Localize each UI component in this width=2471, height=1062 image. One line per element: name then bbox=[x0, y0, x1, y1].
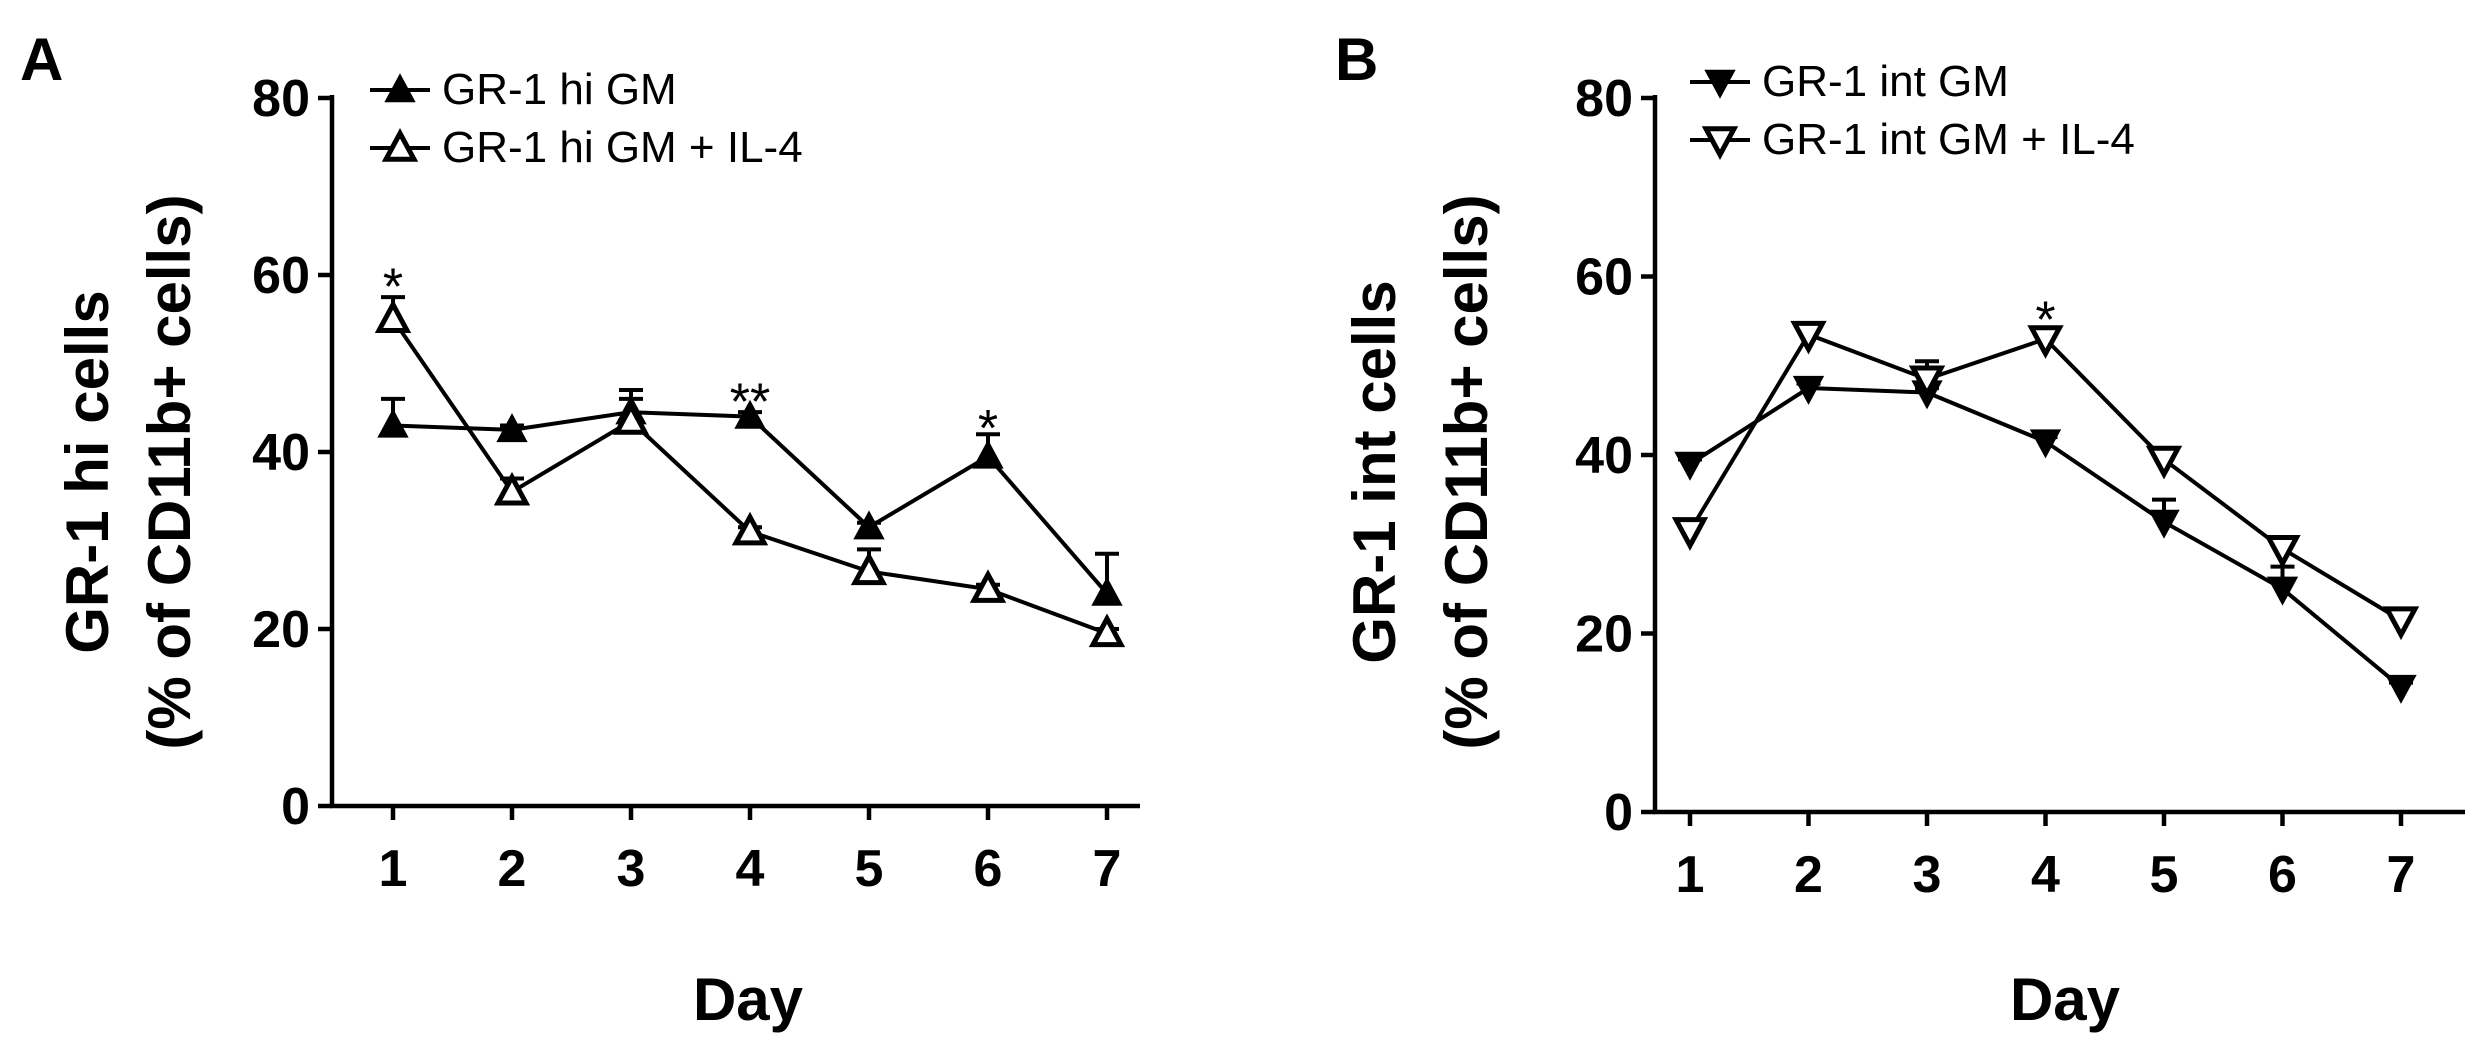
x-tick-label: 5 bbox=[2150, 846, 2179, 904]
significance-mark: ** bbox=[730, 374, 770, 432]
panel-b: B 0 20 40 60 80 1 2 3 4 5 6 7 Day GR-1 int cells (% of … bbox=[1335, 26, 2465, 1033]
data-point bbox=[2029, 429, 2062, 459]
data-point bbox=[374, 299, 412, 333]
legend-marker bbox=[1701, 126, 1739, 160]
y-axis-label-line2: (% of CD11b+ cells) bbox=[136, 194, 203, 749]
series-1 bbox=[1674, 375, 2417, 704]
y-axis-label-line1: GR-1 hi cells bbox=[54, 290, 121, 653]
series-2 bbox=[374, 295, 1126, 648]
data-point bbox=[1088, 613, 1126, 648]
data-point bbox=[612, 401, 650, 435]
data-point bbox=[734, 399, 766, 429]
x-tick-label: 2 bbox=[498, 840, 527, 898]
y-tick-label: 40 bbox=[1575, 427, 1633, 485]
legend-label: GR-1 int GM bbox=[1762, 57, 2009, 106]
data-point bbox=[1671, 517, 1709, 551]
data-point bbox=[1674, 451, 1706, 481]
y-tick-label: 40 bbox=[252, 424, 310, 482]
data-point bbox=[2027, 325, 2064, 359]
y-tick-label: 20 bbox=[252, 601, 310, 659]
data-point bbox=[496, 413, 528, 443]
data-point bbox=[2145, 445, 2183, 480]
legend-marker bbox=[381, 128, 419, 162]
x-tick-label: 3 bbox=[1913, 846, 1942, 904]
legend: GR-1 int GM GR-1 int GM + IL-4 bbox=[1690, 57, 2135, 164]
data-point bbox=[2266, 576, 2299, 606]
y-tick-label: 0 bbox=[281, 778, 310, 836]
panel-label: B bbox=[1335, 26, 1378, 93]
y-axis-label-line1: GR-1 int cells bbox=[1341, 280, 1408, 663]
x-tick-label: 6 bbox=[974, 840, 1003, 898]
legend-label: GR-1 int GM + IL-4 bbox=[1762, 115, 2135, 164]
y-tick-label: 80 bbox=[252, 70, 310, 128]
x-tick-label: 4 bbox=[2031, 846, 2060, 904]
data-point bbox=[1091, 576, 1123, 606]
panel-label: A bbox=[20, 26, 63, 93]
x-tick-label: 6 bbox=[2268, 846, 2297, 904]
y-tick-label: 80 bbox=[1575, 70, 1633, 128]
data-point bbox=[1792, 375, 1825, 405]
significance-mark: * bbox=[978, 400, 998, 458]
data-point bbox=[850, 551, 888, 586]
data-point bbox=[2385, 674, 2417, 704]
y-axis-label-line2: (% of CD11b+ cells) bbox=[1433, 194, 1500, 749]
x-tick-label: 2 bbox=[1794, 846, 1823, 904]
significance-mark: * bbox=[383, 259, 403, 317]
data-point bbox=[2148, 509, 2180, 539]
y-tick-label: 60 bbox=[252, 247, 310, 305]
data-point bbox=[853, 510, 885, 540]
x-tick-label: 7 bbox=[1093, 840, 1122, 898]
data-point bbox=[2264, 535, 2301, 569]
data-point bbox=[731, 511, 769, 546]
y-tick-label: 60 bbox=[1575, 249, 1633, 307]
x-tick-label: 4 bbox=[736, 840, 765, 898]
x-axis-label: Day bbox=[2010, 966, 2121, 1033]
data-point bbox=[1790, 320, 1827, 355]
legend-label: GR-1 hi GM bbox=[442, 65, 677, 114]
x-tick-label: 3 bbox=[617, 840, 646, 898]
data-point bbox=[1908, 365, 1946, 400]
data-point bbox=[493, 471, 531, 506]
legend-marker bbox=[384, 73, 416, 103]
series-2 bbox=[1671, 320, 2420, 641]
data-point bbox=[2382, 606, 2420, 641]
y-tick-label: 0 bbox=[1604, 784, 1633, 842]
legend-marker bbox=[1704, 69, 1736, 99]
x-tick-label: 1 bbox=[1676, 846, 1705, 904]
x-tick-label: 1 bbox=[379, 840, 408, 898]
data-point bbox=[969, 569, 1007, 603]
data-point bbox=[377, 408, 409, 438]
y-tick-label: 20 bbox=[1575, 606, 1633, 664]
x-tick-label: 5 bbox=[855, 840, 884, 898]
data-point bbox=[972, 439, 1004, 469]
x-axis-label: Day bbox=[693, 966, 804, 1033]
x-tick-label: 7 bbox=[2387, 846, 2416, 904]
significance-mark: * bbox=[2035, 291, 2055, 349]
legend-label: GR-1 hi GM + IL-4 bbox=[442, 123, 803, 172]
panel-a: A 0 20 40 60 80 1 2 3 4 5 6 7 Day GR-1 hi cells (% of C… bbox=[20, 26, 1140, 1033]
legend: GR-1 hi GM GR-1 hi GM + IL-4 bbox=[370, 65, 803, 172]
